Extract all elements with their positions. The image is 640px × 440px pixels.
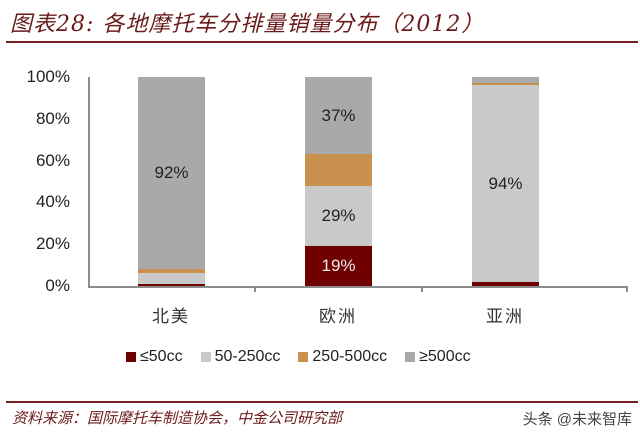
chart-legend: ≤50cc 50-250cc 250-500cc ≥500cc: [126, 348, 471, 366]
data-label: 94%: [488, 173, 523, 193]
legend-swatch: [126, 352, 136, 362]
x-tick-mark: [254, 286, 256, 292]
data-label: 92%: [154, 163, 189, 183]
y-tick-label: 0%: [45, 276, 70, 295]
watermark: 头条 @未来智库: [522, 411, 632, 428]
bar-segment-le50: [138, 283, 205, 286]
bar-segment-ge500: [305, 77, 372, 155]
bar-segment-ge500: [472, 77, 539, 84]
data-label: 19%: [321, 256, 356, 276]
y-tick-label: 40%: [35, 192, 70, 211]
x-tick-mark: [421, 286, 423, 292]
legend-item-ge500cc: ≥500cc: [405, 348, 471, 366]
x-label-asia: 亚洲: [486, 307, 524, 327]
bar-segment-cc50_250: [305, 185, 372, 247]
legend-label: ≤50cc: [140, 348, 183, 365]
bar-europe: 19% 29% 37%: [305, 77, 372, 286]
bar-asia: 94%: [472, 77, 539, 286]
legend-swatch: [200, 352, 211, 362]
title-divider: [6, 41, 638, 43]
chart-title: 图表28: 各地摩托车分排量销量分布（2012）: [10, 12, 485, 37]
y-tick-label: 60%: [35, 151, 70, 170]
x-label-europe: 欧洲: [319, 307, 357, 327]
chart-plot-area: 100% 80% 60% 40% 20% 0% 92% 19% 29% 37% 94% …: [26, 67, 628, 327]
legend-item-250-500cc: 250-500cc: [298, 348, 387, 366]
source-divider: [6, 401, 638, 403]
x-tick-mark: [626, 286, 628, 292]
x-label-north-america: 北美: [152, 307, 190, 327]
y-tick-label: 80%: [35, 109, 70, 128]
bar-segment-cc250_500: [472, 83, 539, 86]
bar-segment-cc50_250: [472, 85, 539, 282]
x-axis-line: [88, 286, 628, 288]
legend-item-le50cc: ≤50cc: [126, 348, 183, 366]
legend-swatch: [298, 352, 309, 362]
bar-north-america: 92%: [138, 77, 205, 286]
legend-label: ≥500cc: [419, 348, 471, 365]
data-label: 29%: [321, 206, 356, 225]
y-tick-label: 20%: [35, 234, 70, 253]
legend-label: 50-250cc: [214, 348, 281, 365]
bar-segment-cc50_250: [138, 273, 205, 284]
bar-segment-cc250_500: [138, 269, 205, 274]
bar-segment-le50: [472, 281, 539, 286]
data-label: 37%: [321, 105, 356, 125]
bar-segment-cc250_500: [305, 154, 372, 186]
bar-segment-ge500: [138, 77, 205, 270]
legend-item-50-250cc: 50-250cc: [200, 348, 281, 366]
legend-label: 250-500cc: [312, 348, 388, 365]
y-tick-label: 100%: [26, 67, 70, 86]
y-axis-line: [88, 77, 90, 287]
bar-segment-le50: [305, 246, 372, 286]
legend-swatch: [405, 352, 416, 362]
source-note: 资料来源：国际摩托车制造协会，中金公司研究部: [12, 409, 343, 427]
